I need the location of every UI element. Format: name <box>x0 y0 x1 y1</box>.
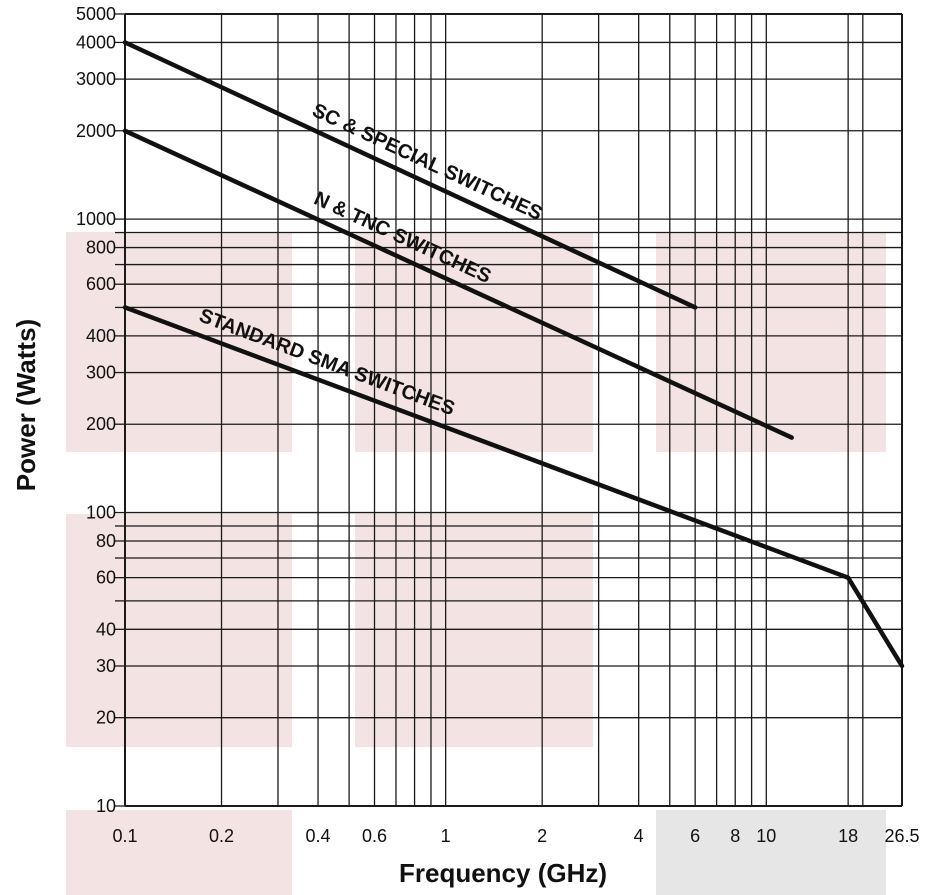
y-tick-label: 80 <box>96 531 116 551</box>
y-tick-label: 30 <box>96 656 116 676</box>
y-tick-label: 60 <box>96 568 116 588</box>
shade-panel-6 <box>656 810 886 895</box>
y-tick-label: 400 <box>86 326 116 346</box>
shade-panel-1 <box>355 232 593 452</box>
tick-labels: 0.1 0.2 0.4 0.6 1 2 4 6 8 10 18 26.5 10 20 30 40 60 80 100… <box>76 4 920 846</box>
series-line-0 <box>122 40 698 310</box>
shade-panel-4 <box>355 514 593 747</box>
shade-panel-5 <box>66 810 292 895</box>
y-tick-label: 20 <box>96 708 116 728</box>
y-tick-label: 4000 <box>76 32 116 52</box>
shade-panel-3 <box>66 514 292 747</box>
y-tick-label: 600 <box>86 274 116 294</box>
y-tick-label: 100 <box>86 503 116 523</box>
y-tick-label: 1000 <box>76 209 116 229</box>
y-tick-label: 40 <box>96 619 116 639</box>
shade-panel-0 <box>66 232 292 452</box>
y-tick-label: 2000 <box>76 121 116 141</box>
x-tick-label: 0.6 <box>362 826 387 846</box>
y-tick-label: 3000 <box>76 69 116 89</box>
x-tick-label: 18 <box>838 826 858 846</box>
y-tick-label: 10 <box>96 796 116 816</box>
x-tick-label: 4 <box>634 826 644 846</box>
series-lines <box>122 40 905 669</box>
x-tick-label: 6 <box>690 826 700 846</box>
x-tick-label: 2 <box>537 826 547 846</box>
x-tick-label: 1 <box>441 826 451 846</box>
background-shading <box>66 232 886 895</box>
y-tick-label: 200 <box>86 414 116 434</box>
x-tick-label: 0.4 <box>306 826 331 846</box>
y-tick-label: 300 <box>86 363 116 383</box>
y-axis-title: Power (Watts) <box>11 319 41 491</box>
x-tick-label: 0.1 <box>112 826 137 846</box>
x-tick-label: 26.5 <box>884 826 919 846</box>
series-line-2 <box>122 305 905 669</box>
x-tick-label: 8 <box>730 826 740 846</box>
series-line-1 <box>122 128 794 440</box>
x-tick-label: 0.2 <box>209 826 234 846</box>
y-tick-label: 5000 <box>76 4 116 24</box>
grid-lines <box>115 13 903 807</box>
x-tick-label: 10 <box>756 826 776 846</box>
x-axis-title: Frequency (GHz) <box>399 858 607 888</box>
y-tick-label: 800 <box>86 238 116 258</box>
